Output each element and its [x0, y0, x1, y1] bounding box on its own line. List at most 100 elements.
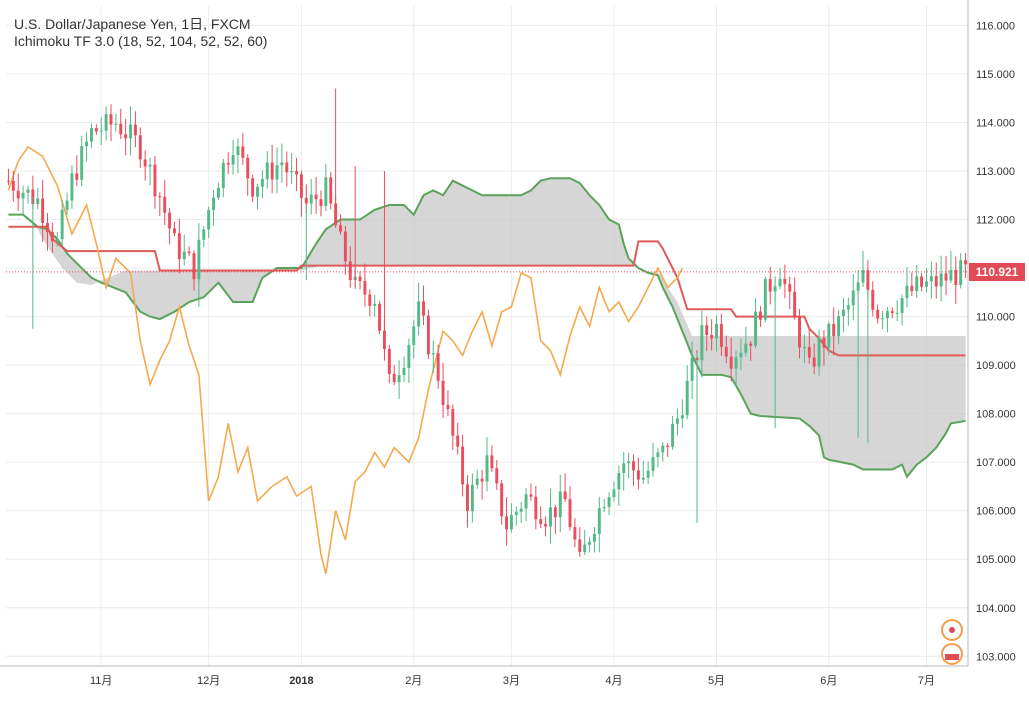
- candle-body: [934, 276, 938, 287]
- candle-body: [148, 164, 152, 167]
- candle-body: [26, 189, 30, 193]
- candle-body: [295, 171, 299, 175]
- candle-body: [944, 273, 948, 281]
- candle: [529, 483, 533, 501]
- candle-body: [11, 180, 15, 191]
- candle-body: [285, 162, 289, 173]
- candle: [915, 265, 919, 298]
- candle: [392, 364, 396, 386]
- candle: [119, 108, 123, 140]
- candle: [778, 268, 782, 290]
- candle-body: [817, 337, 821, 367]
- candle-body: [299, 174, 303, 198]
- candle-body: [925, 281, 928, 287]
- candle: [290, 153, 294, 184]
- x-tick-label: 6月: [820, 675, 837, 687]
- x-tick-label: 2018: [289, 675, 313, 687]
- candle: [832, 307, 836, 356]
- candle: [65, 192, 69, 215]
- candle-body: [339, 225, 342, 232]
- candle: [422, 285, 425, 326]
- candle-body: [329, 177, 333, 204]
- candle-body: [856, 282, 860, 291]
- candle: [216, 182, 220, 201]
- candle: [55, 232, 59, 247]
- candle-body: [216, 187, 220, 198]
- candle-body: [837, 316, 841, 337]
- candle-body: [495, 468, 499, 484]
- candle: [802, 334, 806, 364]
- candle: [744, 326, 748, 357]
- candle: [680, 399, 684, 429]
- candle: [46, 213, 49, 251]
- candle-body: [710, 335, 714, 339]
- candle-body: [46, 223, 49, 233]
- candle: [426, 309, 430, 360]
- candle-body: [744, 343, 748, 353]
- candle: [954, 256, 958, 305]
- candle-body: [60, 209, 64, 240]
- candle-body: [861, 270, 865, 283]
- candle: [827, 321, 831, 356]
- candle-body: [632, 461, 635, 471]
- candle-body: [402, 367, 406, 376]
- candle: [588, 537, 592, 553]
- candle-body: [509, 514, 513, 530]
- candle: [480, 469, 484, 500]
- y-tick-label: 103.000: [976, 651, 1016, 663]
- candle-body: [173, 228, 176, 234]
- candle-body: [480, 478, 484, 482]
- candle: [509, 503, 513, 533]
- candle: [441, 362, 445, 418]
- candle-body: [475, 478, 479, 485]
- candle-body: [373, 303, 377, 306]
- candle-body: [529, 494, 533, 497]
- candle: [246, 154, 250, 196]
- candle-body: [446, 404, 450, 410]
- candle-body: [807, 346, 811, 358]
- candle: [729, 337, 733, 382]
- candle: [456, 422, 460, 455]
- candle-body: [260, 179, 264, 187]
- candle: [241, 133, 245, 165]
- candle-body: [661, 445, 665, 453]
- candle: [710, 319, 714, 351]
- candle-body: [910, 285, 914, 292]
- candle-body: [534, 496, 538, 520]
- candle-body: [75, 173, 79, 180]
- candle-body: [871, 289, 875, 310]
- candle: [324, 163, 328, 212]
- candle: [99, 116, 103, 145]
- candle: [348, 246, 352, 288]
- candle: [94, 124, 98, 135]
- candle-body: [895, 312, 899, 314]
- candle-body: [441, 380, 445, 405]
- candle: [783, 264, 787, 299]
- candle-body: [231, 155, 235, 165]
- candle-body: [104, 114, 108, 131]
- candle: [553, 504, 557, 534]
- chart-widget[interactable]: [932, 614, 972, 666]
- candle: [129, 106, 132, 156]
- candle-body: [524, 494, 528, 509]
- candle-body: [343, 231, 347, 262]
- candle: [202, 226, 206, 247]
- candle: [133, 111, 137, 148]
- candle: [363, 263, 367, 307]
- candle-body: [304, 197, 308, 204]
- candle: [319, 190, 323, 217]
- candle: [163, 179, 167, 226]
- candle: [417, 282, 421, 336]
- candle-body: [129, 124, 132, 139]
- candle-body: [763, 279, 767, 320]
- candle: [964, 252, 968, 279]
- candle-body: [700, 325, 704, 361]
- candle: [60, 199, 64, 246]
- candle-body: [182, 251, 186, 260]
- candle: [270, 144, 274, 194]
- candle-body: [202, 229, 206, 240]
- candle: [153, 156, 157, 209]
- candle-body: [798, 317, 801, 348]
